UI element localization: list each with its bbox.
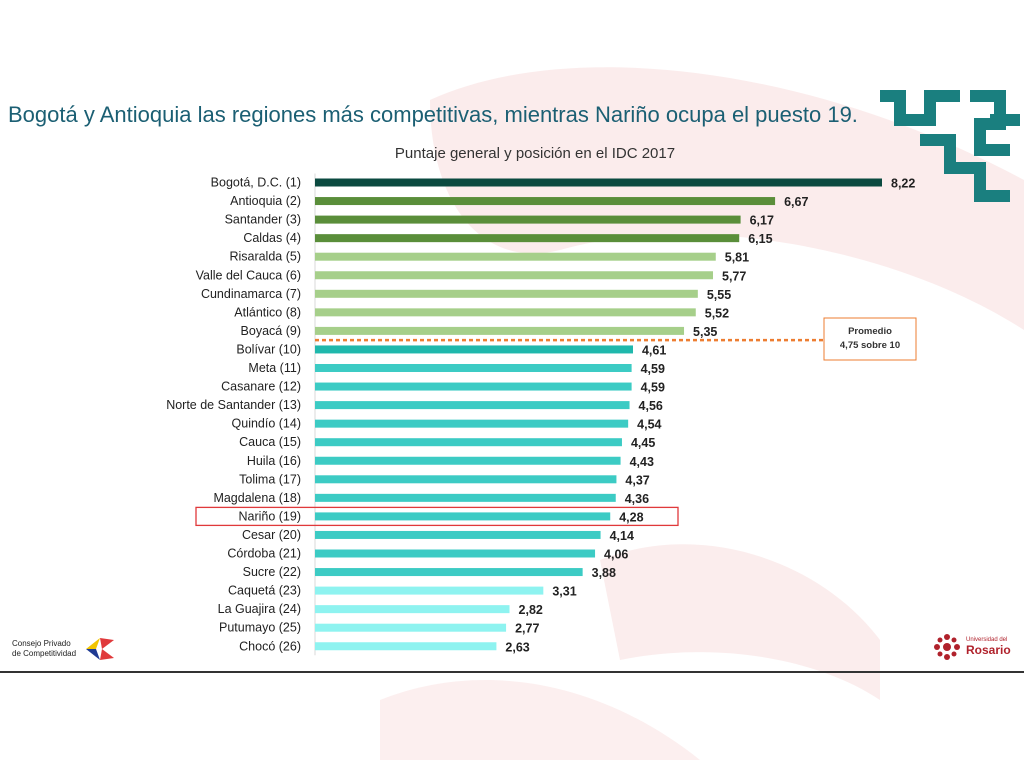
category-label: Antioquia (2) xyxy=(230,194,301,208)
star-logo-icon xyxy=(86,638,115,660)
value-label: 5,77 xyxy=(722,269,746,283)
value-label: 5,52 xyxy=(705,306,729,320)
average-annotation-label: Promedio xyxy=(848,326,892,337)
average-annotation-value: 4,75 sobre 10 xyxy=(840,340,900,351)
value-label: 4,36 xyxy=(625,492,649,506)
logo-universidad-rosario: Universidad del Rosario xyxy=(932,632,1011,662)
value-label: 3,88 xyxy=(592,566,616,580)
category-label: Cauca (15) xyxy=(239,435,301,449)
category-label: Chocó (26) xyxy=(239,639,301,653)
logo-right-line2: Rosario xyxy=(966,643,1011,657)
category-label: Boyacá (9) xyxy=(241,324,301,338)
value-label: 5,55 xyxy=(707,288,731,302)
bar xyxy=(315,289,698,298)
category-label: Nariño (19) xyxy=(238,509,301,523)
watermark-shape-lower xyxy=(600,544,880,700)
slide-bottom-border xyxy=(0,671,1024,673)
logo-right-line1: Universidad del xyxy=(966,637,1008,643)
value-label: 4,59 xyxy=(641,381,665,395)
category-label: Tolima (17) xyxy=(239,472,301,486)
category-label: Sucre (22) xyxy=(243,565,301,579)
bar xyxy=(315,512,611,521)
value-label: 6,67 xyxy=(784,195,808,209)
bar xyxy=(315,326,685,335)
category-label: Valle del Cauca (6) xyxy=(196,268,301,282)
value-label: 4,06 xyxy=(604,548,628,562)
logo-consejo-privado: Consejo Privado de Competitividad xyxy=(12,636,115,662)
category-label: Huila (16) xyxy=(247,454,301,468)
value-label: 4,56 xyxy=(639,399,663,413)
bar xyxy=(315,475,617,484)
category-label: Quindío (14) xyxy=(232,417,301,431)
category-label: Bogotá, D.C. (1) xyxy=(211,176,301,190)
rosario-crest-icon xyxy=(934,634,960,660)
value-label: 6,17 xyxy=(750,214,774,228)
bar xyxy=(315,493,616,502)
category-label: Meta (11) xyxy=(248,361,301,375)
average-annotation-box xyxy=(823,317,917,361)
bar xyxy=(315,419,629,428)
value-label: 3,31 xyxy=(552,585,576,599)
bar xyxy=(315,215,741,224)
bar xyxy=(315,345,633,354)
logo-left-line2: de Competitividad xyxy=(12,649,77,658)
highlight-box xyxy=(195,506,679,527)
bar xyxy=(315,271,714,280)
watermark-shape-bottom xyxy=(380,680,700,760)
category-label: Atlántico (8) xyxy=(234,305,301,319)
bar xyxy=(315,178,882,187)
category-label: Cesar (20) xyxy=(242,528,301,542)
bar xyxy=(315,456,621,465)
page-title: Bogotá y Antioquia las regiones más comp… xyxy=(8,102,858,127)
bar xyxy=(315,623,507,632)
category-label: Putumayo (25) xyxy=(219,621,301,635)
category-label: Caquetá (23) xyxy=(228,584,301,598)
category-label: Risaralda (5) xyxy=(229,250,301,264)
value-label: 4,45 xyxy=(631,436,655,450)
bar xyxy=(315,252,716,261)
bar xyxy=(315,568,583,577)
category-label: Cundinamarca (7) xyxy=(201,287,301,301)
category-label: Norte de Santander (13) xyxy=(166,398,301,412)
category-label: La Guajira (24) xyxy=(218,602,301,616)
bar xyxy=(315,605,510,614)
value-label: 5,35 xyxy=(693,325,717,339)
value-label: 8,22 xyxy=(891,177,915,191)
category-label: Casanare (12) xyxy=(221,380,301,394)
value-label: 6,15 xyxy=(748,232,772,246)
value-label: 4,37 xyxy=(625,473,649,487)
bar xyxy=(315,586,544,595)
bar xyxy=(315,364,632,372)
value-label: 4,28 xyxy=(619,510,643,524)
bar xyxy=(315,197,776,206)
category-label: Magdalena (18) xyxy=(213,491,301,505)
logo-left-line1: Consejo Privado xyxy=(12,639,71,648)
value-label: 4,61 xyxy=(642,343,666,357)
bar xyxy=(315,308,696,317)
value-label: 4,59 xyxy=(641,362,665,376)
teal-maze-decoration xyxy=(880,90,1020,202)
chart-title: Puntaje general y posición en el IDC 201… xyxy=(394,145,676,162)
category-label: Córdoba (21) xyxy=(227,547,301,561)
bar xyxy=(315,401,630,410)
value-label: 5,81 xyxy=(725,251,749,265)
category-label: Bolívar (10) xyxy=(236,342,301,356)
value-label: 2,77 xyxy=(515,622,539,636)
value-label: 4,14 xyxy=(610,529,634,543)
bar xyxy=(315,642,497,651)
bar xyxy=(315,549,596,558)
bar xyxy=(315,530,601,539)
value-label: 2,82 xyxy=(519,603,543,617)
bar xyxy=(315,234,740,243)
bar xyxy=(315,382,632,391)
category-label: Caldas (4) xyxy=(243,231,301,245)
category-label: Santander (3) xyxy=(225,213,301,227)
value-label: 4,43 xyxy=(630,455,654,469)
value-label: 2,63 xyxy=(505,640,529,654)
value-label: 4,54 xyxy=(637,418,661,432)
bar xyxy=(315,438,622,447)
